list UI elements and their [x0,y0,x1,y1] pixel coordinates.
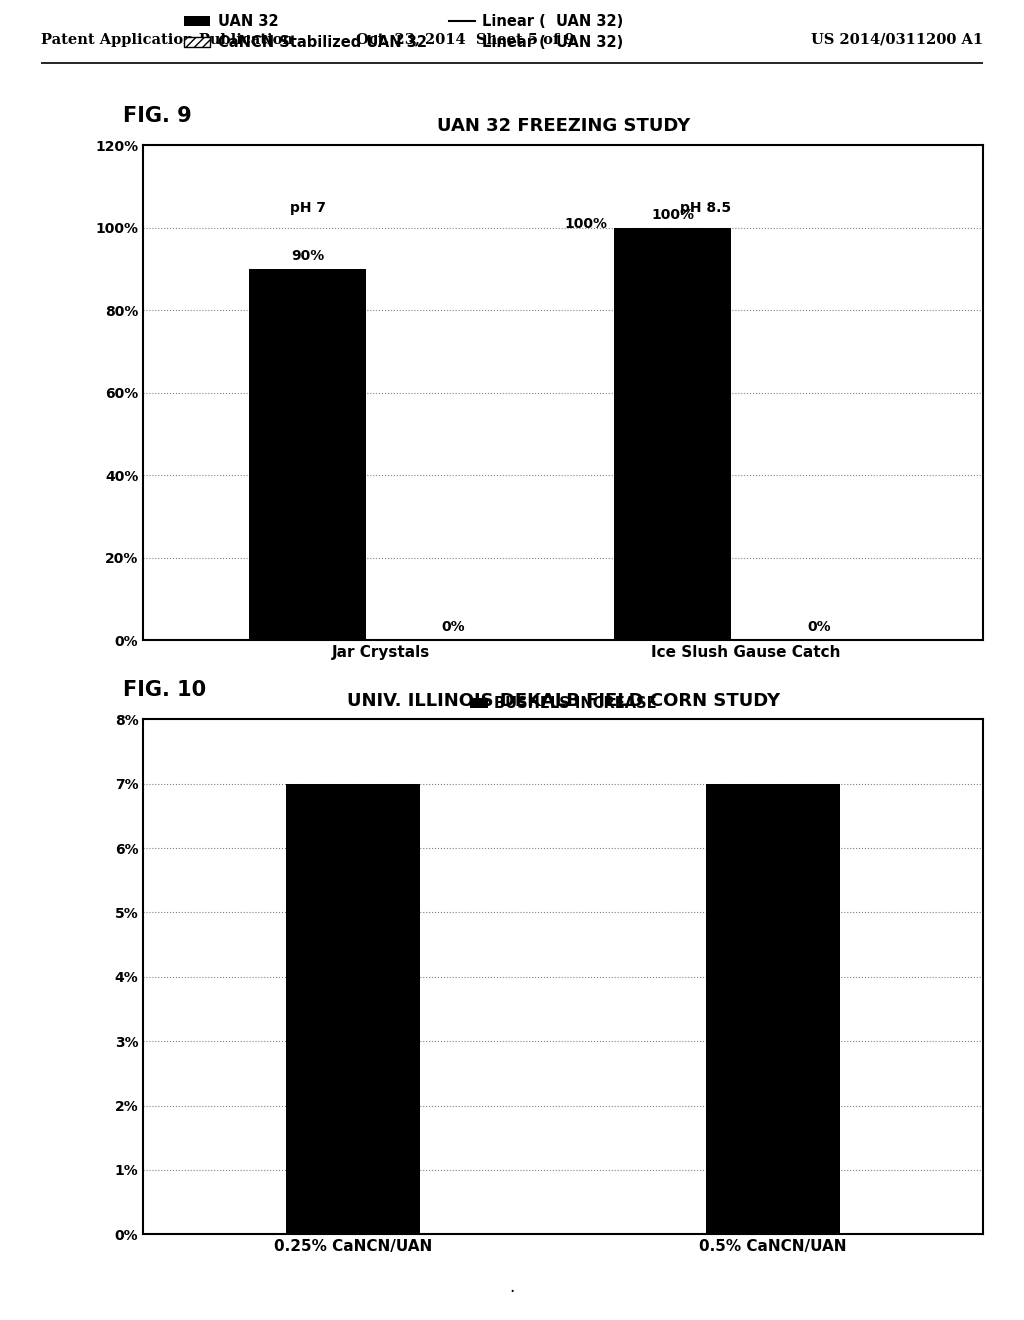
Text: .: . [509,1278,515,1296]
Bar [706,784,841,1234]
Legend: UAN 32, CaNCN Stabilized UAN 32, Linear (  UAN 32), Linear (  UAN 32): UAN 32, CaNCN Stabilized UAN 32, Linear … [184,15,624,50]
Bar [614,227,731,640]
Bar [286,784,421,1234]
Text: Oct. 23, 2014  Sheet 5 of 9: Oct. 23, 2014 Sheet 5 of 9 [355,33,574,46]
Text: 0%: 0% [442,620,466,634]
Text: pH 7: pH 7 [290,202,326,215]
Text: FIG. 10: FIG. 10 [123,680,206,700]
Text: 100%: 100% [564,216,607,231]
Title: UNIV. ILLINOIS DEKALB FIELD CORN STUDY: UNIV. ILLINOIS DEKALB FIELD CORN STUDY [347,692,779,710]
Text: 100%: 100% [651,207,694,222]
Bar [249,269,366,640]
Title: UAN 32 FREEZING STUDY: UAN 32 FREEZING STUDY [436,117,690,136]
Text: FIG. 9: FIG. 9 [123,106,191,125]
Legend: BUSHELS INCREASE: BUSHELS INCREASE [465,690,662,717]
Text: pH 8.5: pH 8.5 [680,202,731,215]
Text: US 2014/0311200 A1: US 2014/0311200 A1 [811,33,983,46]
Text: 90%: 90% [291,248,325,263]
Text: Patent Application Publication: Patent Application Publication [41,33,293,46]
Text: 0%: 0% [807,620,830,634]
